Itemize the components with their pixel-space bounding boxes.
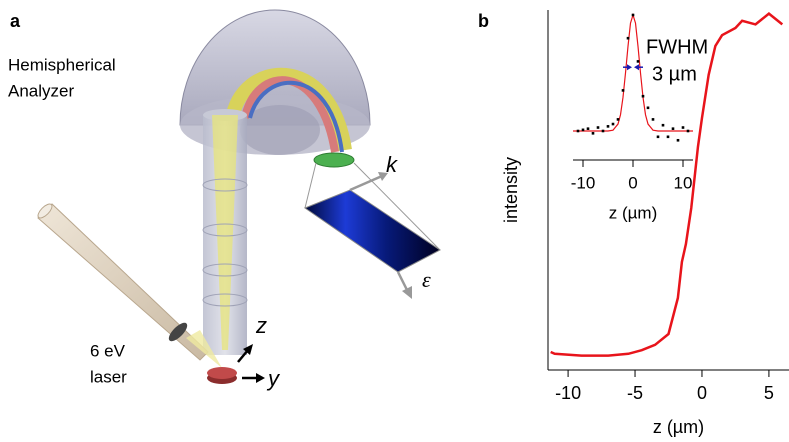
data-point: [587, 127, 590, 130]
data-point: [592, 132, 595, 135]
detector: [314, 153, 354, 167]
fwhm-arrowhead: [634, 64, 639, 70]
axis-label-y: y: [266, 366, 281, 391]
data-point: [662, 124, 665, 127]
data-point: [652, 118, 655, 121]
axis-label-z: z: [255, 313, 267, 338]
x-tick-label: -10: [555, 383, 581, 403]
data-point: [597, 126, 600, 129]
annotation: 3 µm: [652, 63, 697, 85]
data-point: [602, 130, 605, 133]
detector-image: [305, 190, 440, 272]
y-axis-label: intensity: [501, 157, 521, 223]
data-point: [677, 139, 680, 142]
x-tick-label: 0: [628, 173, 637, 192]
panel-label: a: [10, 11, 21, 31]
data-point: [577, 130, 580, 133]
analyzer-label: Hemispherical: [8, 55, 116, 74]
x-tick-label: -10: [571, 173, 596, 192]
laser-tube: [38, 204, 208, 360]
annotation: FWHM: [646, 36, 708, 58]
x-tick-label: 0: [697, 383, 707, 403]
data-point: [632, 14, 635, 17]
data-point: [647, 107, 650, 110]
fwhm-arrowhead: [627, 64, 632, 70]
panel-label: b: [478, 11, 489, 31]
page: a Hemispherical Analyzer 6 eV laser z y …: [0, 0, 789, 442]
laser-label: laser: [90, 367, 127, 386]
laser-label: 6 eV: [90, 341, 126, 360]
data-point: [622, 89, 625, 92]
axis-label-k: k: [386, 152, 398, 177]
x-tick-label: 5: [764, 383, 774, 403]
data-point: [672, 127, 675, 130]
x-axis-label: z (µm): [609, 203, 658, 222]
charts: -10 -5 0 5 z (µm) intensity -10 0 10 z (µm) FWHM 3 …: [501, 10, 789, 437]
analyzer-label: Analyzer: [8, 81, 74, 100]
data-point: [627, 37, 630, 40]
figure: a Hemispherical Analyzer 6 eV laser z y …: [0, 0, 789, 442]
data-point: [642, 95, 645, 98]
k-arrow: [350, 176, 382, 190]
data-point: [607, 125, 610, 128]
axis-label-epsilon: ε: [422, 267, 431, 292]
data-point: [582, 129, 585, 132]
data-point: [657, 136, 660, 139]
data-point: [617, 118, 620, 121]
x-axis-label: z (µm): [653, 417, 704, 437]
data-point: [687, 130, 690, 133]
data-point: [637, 60, 640, 63]
data-point: [612, 123, 615, 126]
projection-line: [305, 163, 316, 208]
x-tick-label: 10: [674, 173, 693, 192]
data-point: [667, 136, 670, 139]
data-point: [682, 126, 685, 129]
diagram: a Hemispherical Analyzer 6 eV laser z y …: [8, 10, 440, 391]
y-arrowhead: [256, 373, 265, 383]
x-tick-label: -5: [627, 383, 643, 403]
sample: [207, 367, 237, 379]
